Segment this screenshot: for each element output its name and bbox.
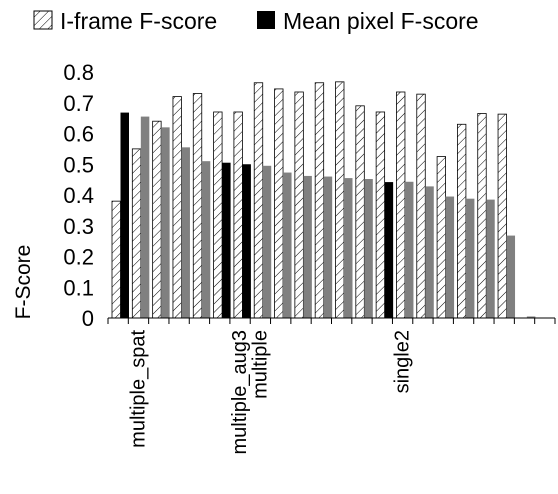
- bar-iframe-fscore: [457, 123, 467, 319]
- bars: [111, 81, 536, 319]
- bar-mean-pixel-fscore: [526, 316, 536, 318]
- bar-mean-pixel-fscore: [445, 196, 455, 318]
- legend: I-frame F-score Mean pixel F-score: [33, 8, 479, 34]
- bar-iframe-fscore: [355, 105, 365, 319]
- y-tick-label: 0.5: [63, 152, 94, 177]
- bar-iframe-fscore: [253, 82, 264, 319]
- bar-mean-pixel-fscore: [506, 235, 516, 318]
- legend-swatch-iframe: [33, 10, 53, 30]
- bar-iframe-fscore: [172, 96, 182, 319]
- x-category-label: multiple_spat: [127, 330, 149, 448]
- bar-mean-pixel-fscore: [384, 182, 394, 318]
- y-tick-label: 0.3: [63, 214, 94, 239]
- y-tick-label: 0.2: [63, 245, 94, 270]
- bar-iframe-fscore: [335, 81, 345, 319]
- y-tick-label: 0.4: [63, 183, 94, 208]
- bar-mean-pixel-fscore: [222, 162, 231, 318]
- bar-iframe-fscore: [213, 111, 223, 319]
- y-tick-label: 0.7: [63, 91, 94, 116]
- bar-iframe-fscore: [314, 82, 325, 319]
- x-axis-ticks: [107, 318, 556, 324]
- bar-mean-pixel-fscore: [181, 147, 190, 318]
- bar-iframe-fscore: [497, 113, 507, 319]
- bar-mean-pixel-fscore: [242, 164, 251, 318]
- legend-label-iframe: I-frame F-score: [60, 8, 217, 34]
- bar-mean-pixel-fscore: [283, 172, 292, 318]
- bar-mean-pixel-fscore: [201, 161, 211, 318]
- bar-mean-pixel-fscore: [161, 127, 170, 318]
- legend-label-pixel: Mean pixel F-score: [283, 8, 479, 34]
- bar-mean-pixel-fscore: [344, 178, 353, 318]
- bar-mean-pixel-fscore: [140, 116, 150, 319]
- bar-iframe-fscore: [152, 120, 162, 319]
- bar-mean-pixel-fscore: [404, 181, 414, 318]
- bar-iframe-fscore: [436, 156, 446, 319]
- bar-mean-pixel-fscore: [425, 186, 434, 318]
- bar-mean-pixel-fscore: [303, 175, 312, 318]
- bar-iframe-fscore: [131, 148, 142, 319]
- bar-mean-pixel-fscore: [364, 179, 373, 318]
- y-tick-label: 0.8: [63, 60, 94, 85]
- y-tick-label: 0: [82, 306, 94, 331]
- bar-iframe-fscore: [396, 91, 406, 319]
- bar-mean-pixel-fscore: [120, 112, 129, 318]
- bar-iframe-fscore: [416, 93, 426, 319]
- bar-iframe-fscore: [274, 88, 284, 319]
- bar-mean-pixel-fscore: [262, 165, 272, 318]
- x-category-label: multiple_aug3: [229, 330, 251, 455]
- x-category-label: single2: [392, 330, 414, 393]
- bar-iframe-fscore: [233, 111, 243, 319]
- bar-iframe-fscore: [111, 200, 121, 319]
- bar-mean-pixel-fscore: [465, 198, 475, 318]
- legend-swatch-pixel: [257, 11, 275, 29]
- bar-iframe-fscore: [477, 113, 487, 319]
- y-tick-label: 0.1: [63, 275, 94, 300]
- x-category-label: multiple: [249, 330, 271, 399]
- y-axis-ticks: 0 0.1 0.2 0.3 0.4 0.5 0.6 0.7 0.8: [63, 60, 94, 331]
- y-tick-label: 0.6: [63, 122, 94, 147]
- bar-iframe-fscore: [192, 93, 203, 319]
- bar-mean-pixel-fscore: [323, 176, 333, 318]
- y-axis-title: F-Score: [12, 245, 35, 320]
- bar-iframe-fscore: [375, 111, 386, 319]
- bar-mean-pixel-fscore: [486, 199, 495, 318]
- bar-iframe-fscore: [294, 91, 304, 319]
